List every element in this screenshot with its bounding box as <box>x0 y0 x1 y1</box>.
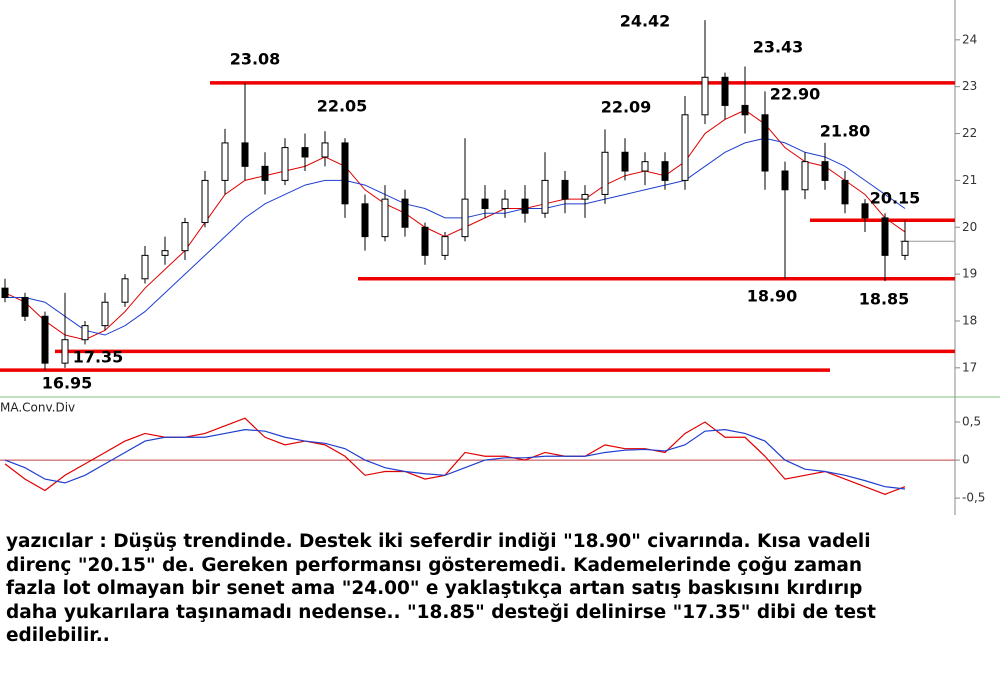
y-tick-label: 22 <box>962 126 977 140</box>
annotation: 23.08 <box>230 50 281 69</box>
candle-body <box>621 151 629 172</box>
annotation: 22.05 <box>317 97 368 116</box>
candle-body <box>381 198 389 238</box>
candle-body <box>481 198 489 210</box>
candle-body <box>41 315 49 364</box>
y-tick-label: 0,5 <box>962 415 981 429</box>
candle-body <box>421 226 429 256</box>
candle-body <box>221 142 229 181</box>
candle-body <box>401 198 409 228</box>
annotation: 21.80 <box>820 122 871 141</box>
candle-body <box>761 114 769 172</box>
indicator-line <box>4 417 906 495</box>
candle-body <box>881 217 889 256</box>
commentary-line: edilebilir.. <box>6 625 110 646</box>
moving-average <box>5 137 906 336</box>
candle-body <box>701 76 709 116</box>
commentary-line: yazıcılar : Düşüş trendinde. Destek iki … <box>6 531 871 552</box>
candle-body <box>341 142 349 205</box>
commentary-line: direnç "20.15" de. Gereken performansı g… <box>6 554 863 576</box>
candle-body <box>201 179 209 224</box>
candle-body <box>601 151 609 195</box>
candle-body <box>641 161 649 172</box>
y-tick-label: 18 <box>962 313 977 327</box>
candle-body <box>741 104 749 116</box>
candle-body <box>141 254 149 280</box>
commentary: yazıcılar : Düşüş trendinde. Destek iki … <box>6 530 996 648</box>
annotation: 22.90 <box>770 85 821 104</box>
moving-average <box>4 109 906 341</box>
candle-body <box>901 240 909 256</box>
candle-body <box>261 165 269 181</box>
y-tick-label: 0 <box>962 453 970 467</box>
candle-body <box>181 222 189 252</box>
candle-body <box>781 170 789 191</box>
candle-body <box>101 301 109 327</box>
candle-body <box>581 193 589 200</box>
candle-body <box>501 198 509 210</box>
candle-body <box>441 236 449 256</box>
candle-body <box>1 287 9 299</box>
annotation: 20.15 <box>870 189 921 208</box>
candle-body <box>121 278 129 303</box>
candle-body <box>461 198 469 238</box>
indicator-line <box>4 429 906 490</box>
candle-body <box>521 198 529 214</box>
annotation: 18.90 <box>747 287 798 306</box>
y-tick-label: 17 <box>962 360 977 374</box>
candle-body <box>861 203 869 219</box>
y-tick-label: 24 <box>962 32 977 46</box>
candle-body <box>161 250 169 256</box>
y-tick-label: 23 <box>962 79 977 93</box>
candle-body <box>361 203 369 238</box>
indicator-title: MA.Conv.Div <box>0 401 75 415</box>
candle-body <box>61 339 69 364</box>
candle-body <box>281 147 289 181</box>
annotation: 16.95 <box>42 374 93 393</box>
annotation: 23.43 <box>753 38 804 57</box>
annotation: 24.42 <box>620 12 671 31</box>
candle-body <box>821 161 829 181</box>
y-tick-label: 21 <box>962 173 977 187</box>
candle-body <box>541 179 549 214</box>
y-tick-label: 19 <box>962 267 977 281</box>
y-tick-label: 20 <box>962 220 977 234</box>
annotation: 17.35 <box>73 348 124 367</box>
candle-body <box>681 114 689 181</box>
candle-body <box>321 142 329 158</box>
annotation: 18.85 <box>859 290 910 309</box>
candle-body <box>241 142 249 167</box>
candle-body <box>661 161 669 181</box>
candle-body <box>841 179 849 205</box>
chart: MA.Conv.Div 17 18 19 20 21 22 23 24 23.08 22.05 24… <box>0 0 1000 515</box>
candle-body <box>801 161 809 191</box>
candle-body <box>561 179 569 200</box>
commentary-line: daha yukarılara taşınamadı nedense.. "18… <box>6 601 876 623</box>
candle-body <box>81 325 89 341</box>
candle-body <box>721 76 729 106</box>
annotation: 22.09 <box>601 98 652 117</box>
y-tick-label: -0,5 <box>962 491 985 505</box>
candle-body <box>21 297 29 317</box>
candle-body <box>301 147 309 158</box>
commentary-line: fazla lot olmayan bir senet ama "24.00" … <box>6 578 863 599</box>
